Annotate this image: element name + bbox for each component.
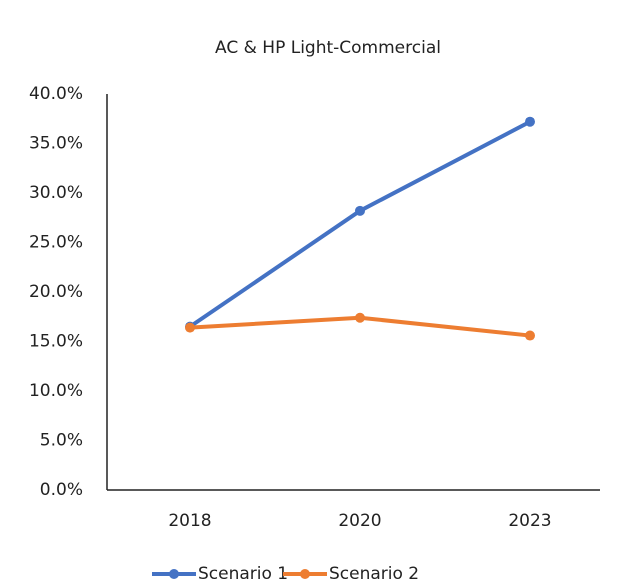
x-tick-label: 2020 bbox=[338, 511, 381, 531]
data-point bbox=[355, 205, 365, 216]
data-point bbox=[185, 322, 195, 333]
legend-label: Scenario 2 bbox=[329, 564, 419, 584]
y-tick-label: 25.0% bbox=[29, 233, 83, 253]
legend-marker bbox=[169, 569, 179, 579]
y-tick-label: 40.0% bbox=[29, 84, 83, 104]
y-tick-label: 20.0% bbox=[29, 282, 83, 302]
legend-label: Scenario 1 bbox=[198, 564, 288, 584]
x-tick-label: 2023 bbox=[508, 511, 551, 531]
x-tick-label: 2018 bbox=[168, 511, 211, 531]
legend-marker bbox=[300, 569, 310, 579]
y-tick-label: 15.0% bbox=[29, 332, 83, 352]
y-tick-label: 10.0% bbox=[29, 381, 83, 401]
y-tick-label: 30.0% bbox=[29, 183, 83, 203]
data-point bbox=[525, 116, 535, 127]
data-point bbox=[355, 312, 365, 323]
y-tick-label: 35.0% bbox=[29, 134, 83, 154]
chart-title: AC & HP Light-Commercial bbox=[215, 38, 441, 58]
y-tick-label: 0.0% bbox=[40, 480, 83, 500]
y-tick-label: 5.0% bbox=[40, 431, 83, 451]
data-point bbox=[525, 330, 535, 341]
series-line bbox=[188, 119, 531, 329]
